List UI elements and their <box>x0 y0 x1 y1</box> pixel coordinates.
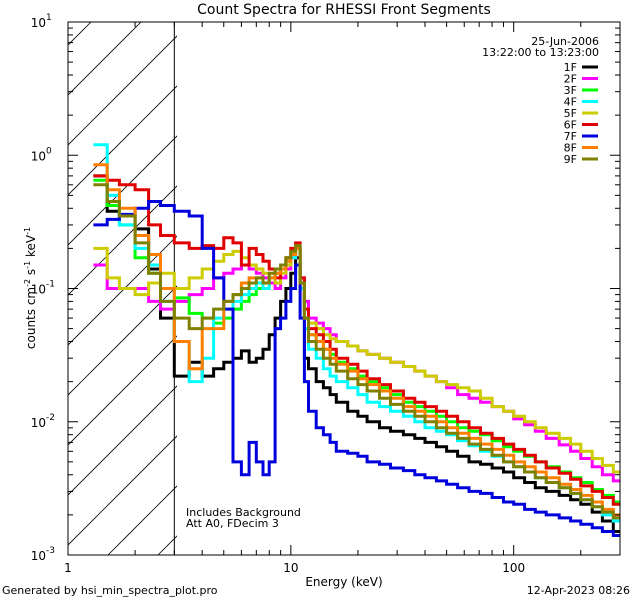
note-attenuator: Att A0, FDecim 3 <box>186 517 279 530</box>
y-tick-exponent: -3 <box>46 546 55 556</box>
y-tick-label: 10 <box>31 283 46 297</box>
y-tick-exponent: -1 <box>46 280 55 290</box>
legend-label-2F: 2F <box>564 73 577 86</box>
y-label-exp-3: -1 <box>23 227 32 235</box>
x-tick-label: 1 <box>64 561 72 575</box>
legend-label-6F: 6F <box>564 119 577 132</box>
note-background: Includes Background <box>186 506 301 519</box>
x-axis-label: Energy (keV) <box>305 575 382 589</box>
y-tick-exponent: 1 <box>46 13 52 23</box>
legend-label-9F: 9F <box>564 153 577 166</box>
hatch-line <box>68 435 177 546</box>
y-tick-label: 10 <box>31 416 46 430</box>
y-label-exp-2: -1 <box>23 261 32 269</box>
legend-time-range: 13:22:00 to 13:23:00 <box>482 46 599 59</box>
plot-frame <box>67 21 621 556</box>
hatched-region <box>68 22 177 555</box>
series-layer <box>93 143 620 537</box>
legend-label-5F: 5F <box>564 107 577 120</box>
y-label-exp-1: -2 <box>23 279 32 287</box>
series-1F <box>93 174 620 533</box>
footer-timestamp: 12-Apr-2023 08:26 <box>527 584 630 597</box>
hatch-line <box>68 35 177 146</box>
y-tick-label: 10 <box>31 549 46 563</box>
y-label-mid: s <box>24 269 38 279</box>
y-tick-exponent: -2 <box>46 413 55 423</box>
hatch-line <box>68 185 177 296</box>
series-7F <box>93 200 620 537</box>
chart-title: Count Spectra for RHESSI Front Segments <box>197 2 491 18</box>
y-tick-label: 10 <box>31 149 46 163</box>
legend-label-8F: 8F <box>564 142 577 155</box>
series-9F <box>93 183 620 520</box>
hatch-line <box>68 22 142 96</box>
legend-label-4F: 4F <box>564 96 577 109</box>
footer-generated-by: Generated by hsi_min_spectra_plot.pro <box>2 584 218 597</box>
x-tick-label: 10 <box>283 561 298 575</box>
legend-date: 25-Jun-2006 <box>531 35 599 48</box>
series-8F <box>93 163 620 517</box>
legend-label-7F: 7F <box>564 130 577 143</box>
y-tick-exponent: 0 <box>46 146 52 156</box>
y-label-base: counts cm <box>24 287 38 349</box>
y-label-end: keV <box>24 234 38 261</box>
y-tick-label: 10 <box>31 16 46 30</box>
y-axis-label: counts cm-2 s-1 keV-1 <box>23 227 38 349</box>
hatch-line <box>68 385 177 496</box>
legend-label-1F: 1F <box>564 61 577 74</box>
hatch-line <box>68 235 177 346</box>
x-tick-label: 100 <box>502 561 525 575</box>
legend-label-3F: 3F <box>564 84 577 97</box>
